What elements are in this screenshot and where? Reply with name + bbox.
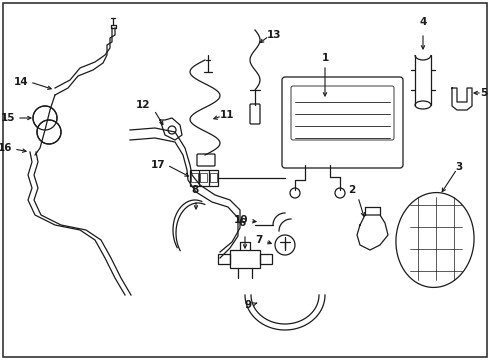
Text: 2: 2	[348, 185, 355, 195]
Text: 3: 3	[455, 162, 462, 172]
Text: 16: 16	[0, 143, 12, 153]
Bar	[200, 173, 207, 182]
Text: 17: 17	[150, 160, 165, 170]
Circle shape	[33, 106, 57, 130]
Bar	[260, 254, 272, 264]
Bar	[210, 173, 217, 182]
Text: 14: 14	[13, 77, 28, 87]
Bar	[230, 250, 260, 268]
Text: 9: 9	[245, 300, 252, 310]
Text: 1: 1	[321, 53, 329, 63]
Text: 12: 12	[136, 100, 150, 110]
Text: 8: 8	[192, 185, 198, 195]
Text: 6: 6	[238, 218, 245, 228]
Circle shape	[37, 120, 61, 144]
Text: 7: 7	[256, 235, 263, 245]
Text: 13: 13	[267, 30, 281, 40]
Bar	[191, 173, 198, 182]
Text: 4: 4	[419, 17, 427, 27]
Text: 15: 15	[0, 113, 15, 123]
Text: 5: 5	[480, 88, 487, 98]
Bar	[218, 254, 230, 264]
Bar	[190, 170, 218, 186]
Text: 10: 10	[234, 215, 248, 225]
Text: 11: 11	[220, 110, 235, 120]
